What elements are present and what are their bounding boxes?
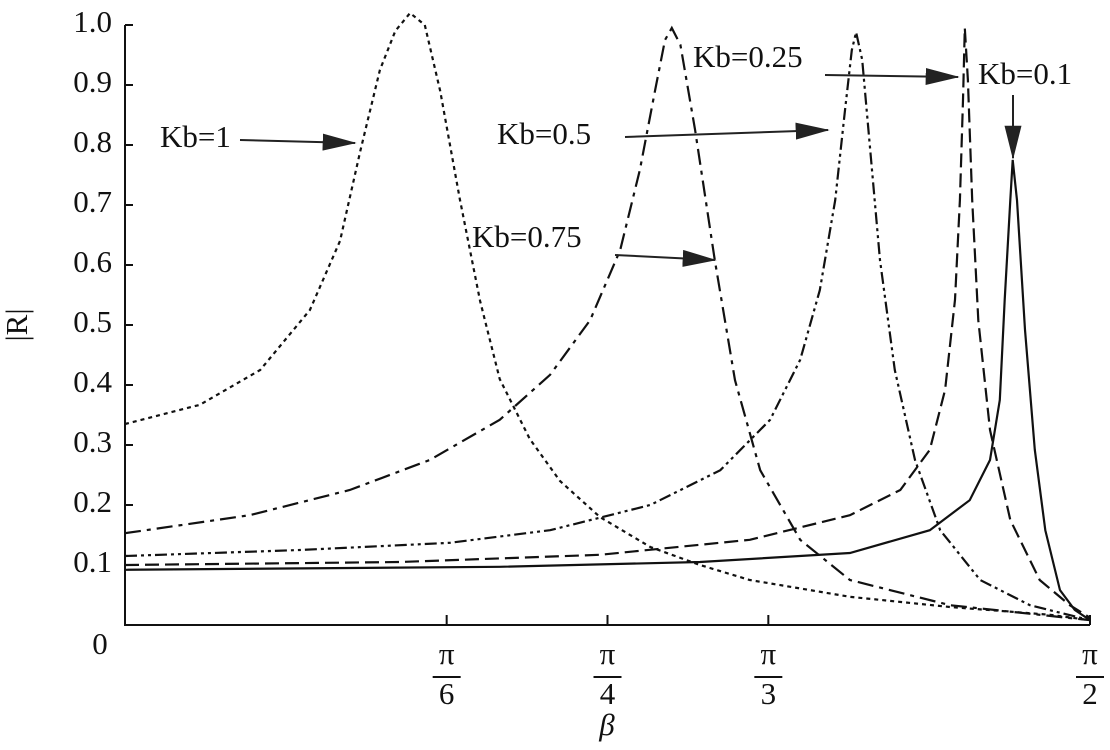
annotation-arrow xyxy=(614,249,717,267)
y-tick-label: 0.2 xyxy=(73,484,112,519)
curve-label: Kb=0.1 xyxy=(978,56,1072,91)
y-tick-label: 0.7 xyxy=(73,184,112,219)
y-axis-label: |R| xyxy=(0,308,34,341)
curve xyxy=(124,27,1091,619)
y-tick-label: 0.9 xyxy=(73,64,112,99)
y-tick-label: 0.6 xyxy=(73,244,112,279)
x-axis-label: β xyxy=(598,707,615,742)
x-tick-numerator: π xyxy=(761,636,777,671)
x-tick-denominator: 3 xyxy=(761,676,777,711)
x-tick-denominator: 4 xyxy=(600,676,616,711)
curve-label: Kb=0.5 xyxy=(497,116,591,151)
x-tick-label: 0 xyxy=(92,626,108,661)
annotation-arrow xyxy=(239,133,357,151)
curve-label: Kb=0.25 xyxy=(693,39,803,74)
y-tick-label: 0.3 xyxy=(73,424,112,459)
x-tick-numerator: π xyxy=(600,636,616,671)
curve-label: Kb=1 xyxy=(160,119,231,154)
curve-label: Kb=0.75 xyxy=(472,219,582,254)
y-tick-label: 0.1 xyxy=(73,544,112,579)
y-tick-label: 1.0 xyxy=(73,4,112,39)
x-tick-denominator: 6 xyxy=(439,676,455,711)
y-tick-label: 0.5 xyxy=(73,304,112,339)
x-tick-denominator: 2 xyxy=(1082,676,1098,711)
x-tick-numerator: π xyxy=(1082,636,1098,671)
annotation-arrow xyxy=(824,68,960,86)
curve xyxy=(124,11,1091,622)
curve xyxy=(124,31,1091,622)
annotation-arrow xyxy=(624,122,830,140)
curve xyxy=(124,25,1091,622)
y-tick-label: 0.4 xyxy=(73,364,112,399)
x-tick-numerator: π xyxy=(439,636,455,671)
y-tick-label: 0.8 xyxy=(73,124,112,159)
curve xyxy=(124,159,1091,622)
